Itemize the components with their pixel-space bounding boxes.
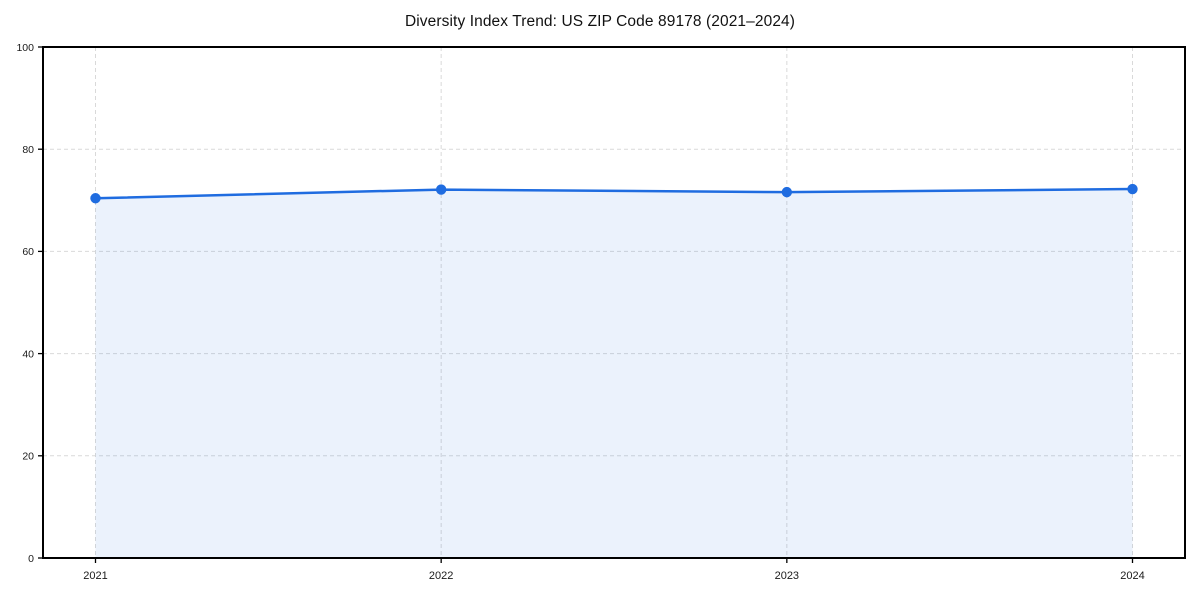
data-point-2022 [435,184,447,195]
x-tick-label-2022: 2022 [429,570,453,582]
trend-line [94,187,1134,200]
chart-title: Diversity Index Trend: US ZIP Code 89178… [404,13,796,30]
y-tick-label-80: 80 [22,144,34,156]
data-point-2023 [781,186,793,198]
plot-border [42,46,1186,559]
y-tick-label-20: 20 [22,451,34,463]
data-point-2024 [1127,183,1138,195]
data-point-2021 [90,193,101,204]
y-tick-label-40: 40 [22,348,34,360]
x-tick-label-2021: 2021 [83,570,107,582]
x-tick-label-2024: 2024 [1120,570,1144,582]
y-tick-label-60: 60 [22,246,34,258]
x-tick-label-2023: 2023 [775,570,799,582]
y-tick-label-0: 0 [28,553,34,565]
area-fill [95,189,1133,559]
y-tick-label-100: 100 [16,42,34,54]
